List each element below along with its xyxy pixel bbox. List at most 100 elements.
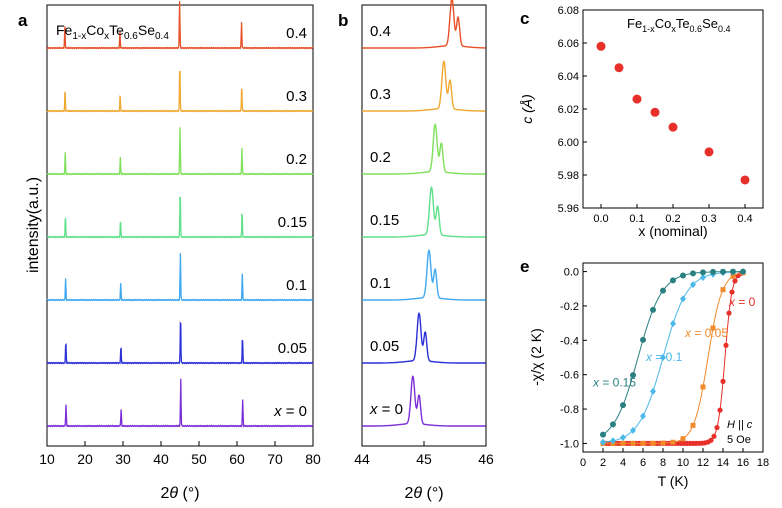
panel-e: 0 2 4 6 8 10 12 14 16 18 0.0 -0.2 -0.4 -0.6 -0.8 -1.0 x … — [528, 262, 769, 489]
panel-b: x = 0 0.05 0.1 0.15 0.2 0.3 0.4 44 45 46 2θ (°) — [354, 0, 494, 502]
c-ytick-label-4: 6.04 — [558, 71, 579, 83]
panel-a-formula: Fe1-xCoxTe0.6Se0.4 — [56, 22, 169, 42]
e-marker-2-9 — [690, 281, 696, 289]
b-label-1: 0.05 — [370, 338, 399, 355]
xrd-label-5: 0.3 — [286, 88, 307, 105]
e-marker-2-1 — [610, 437, 616, 445]
e-series-label-1: x = 0.05 — [684, 326, 728, 340]
panel-c-frame — [582, 9, 764, 209]
e-series-label-3: x = 0.15 — [592, 376, 636, 390]
e-marker-3-10 — [700, 269, 706, 276]
c-point-1 — [614, 63, 624, 73]
panel-e-field: H || c — [727, 419, 753, 431]
c-xtick-label-3: 0.3 — [701, 213, 716, 225]
e-marker-2-6 — [660, 354, 666, 361]
c-xtick-label-1: 0.1 — [629, 213, 644, 225]
e-marker-1-12 — [720, 287, 726, 293]
panel-label-b: b — [338, 11, 348, 30]
e-marker-1-3 — [630, 440, 636, 446]
e-xtick-label-8: 16 — [737, 457, 749, 469]
e-marker-2-10 — [700, 274, 706, 282]
b-label-5: 0.3 — [370, 86, 391, 103]
e-xtick-label-2: 4 — [620, 457, 626, 469]
e-marker-1-2 — [620, 440, 626, 446]
e-marker-2-3 — [630, 426, 636, 434]
b-trace-3 — [362, 186, 486, 238]
e-marker-2-0 — [600, 438, 606, 446]
a-xtick-label-2: 30 — [115, 451, 131, 467]
e-marker-0-37 — [711, 433, 717, 439]
b-xtick-label-2: 46 — [478, 451, 494, 467]
a-xtick-label-5: 60 — [229, 451, 245, 467]
b-label-3: 0.15 — [370, 212, 399, 229]
xrd-label-4: 0.2 — [286, 151, 307, 168]
panel-e-ylabel: -χ/χ (2 K) — [528, 328, 544, 385]
c-xtick-label-4: 0.4 — [737, 213, 752, 225]
c-ytick-label-3: 6.02 — [558, 104, 579, 116]
c-point-4 — [668, 122, 678, 132]
b-trace-6 — [362, 0, 486, 49]
e-marker-3-11 — [710, 268, 716, 275]
panel-e-field-value: 5 Oe — [727, 434, 751, 446]
e-ytick-label-4: -0.8 — [560, 404, 579, 416]
panel-c: 0.0 0.1 0.2 0.3 0.4 5.96 5.98 6.00 6.02 6.04 6.06 6… — [519, 5, 764, 239]
e-series-label-2: x = 0.1 — [645, 350, 683, 364]
b-trace-1 — [362, 312, 486, 364]
e-marker-0-41 — [723, 342, 729, 348]
e-marker-3-7 — [670, 277, 676, 284]
e-marker-3-8 — [680, 272, 686, 279]
e-xtick-label-4: 8 — [660, 457, 666, 469]
a-xtick-label-7: 80 — [305, 451, 321, 467]
panel-e-xlabel: T (K) — [658, 473, 689, 489]
panel-a-xticks: 10 20 30 40 50 60 70 80 — [39, 441, 321, 467]
e-xtick-label-7: 14 — [717, 457, 729, 469]
e-xtick-label-0: 0 — [580, 457, 586, 469]
xrd-trace-1 — [46, 321, 314, 365]
xrd-trace-5 — [46, 70, 314, 113]
e-xtick-label-6: 12 — [697, 457, 709, 469]
panel-label-c: c — [520, 9, 529, 28]
e-xtick-label-5: 10 — [677, 457, 689, 469]
b-trace-2 — [362, 248, 486, 301]
c-point-0 — [596, 41, 606, 51]
panel-c-ylabel: c (Å) — [519, 94, 535, 124]
e-ytick-label-3: -0.6 — [560, 370, 579, 382]
b-trace-0 — [362, 375, 486, 427]
c-xtick-label-2: 0.2 — [665, 213, 680, 225]
c-ytick-label-1: 5.98 — [558, 170, 579, 182]
e-marker-3-6 — [660, 287, 666, 294]
xrd-trace-2 — [46, 253, 314, 302]
e-marker-1-5 — [650, 440, 656, 446]
panel-b-series: x = 0 0.05 0.1 0.15 0.2 0.3 0.4 — [362, 0, 486, 427]
e-marker-3-1 — [610, 421, 616, 428]
b-label-0: x = 0 — [369, 401, 403, 418]
xrd-label-1: 0.05 — [278, 340, 307, 357]
panel-c-xlabel: x (nominal) — [638, 223, 707, 239]
e-xtick-label-3: 6 — [640, 457, 646, 469]
e-marker-0-42 — [726, 310, 732, 316]
b-xtick-label-1: 45 — [416, 451, 432, 467]
e-ytick-label-1: -0.2 — [560, 301, 579, 313]
e-marker-3-9 — [690, 270, 696, 277]
e-marker-0-39 — [717, 407, 723, 413]
c-point-2 — [632, 94, 642, 104]
panel-e-frame — [582, 262, 764, 453]
e-xtick-label-1: 2 — [600, 457, 606, 469]
e-marker-1-7 — [670, 439, 676, 445]
e-marker-1-4 — [640, 440, 646, 446]
c-ytick-label-6: 6.08 — [558, 5, 579, 17]
xrd-trace-6 — [46, 1, 314, 50]
e-marker-0-38 — [714, 424, 720, 431]
e-marker-0-44 — [732, 278, 738, 284]
e-marker-3-0 — [600, 431, 606, 438]
b-trace-4 — [362, 122, 486, 175]
e-marker-2-5 — [650, 387, 656, 395]
panel-a-series: x = 0 0.05 0.1 0.15 0.2 0.3 0.4 — [46, 1, 314, 428]
a-xtick-label-3: 40 — [153, 451, 169, 467]
e-marker-1-9 — [690, 422, 696, 428]
e-marker-2-7 — [670, 320, 676, 328]
e-marker-1-8 — [680, 436, 686, 442]
e-marker-3-4 — [640, 336, 646, 343]
b-xtick-label-0: 44 — [354, 451, 370, 467]
xrd-label-3: 0.15 — [278, 214, 307, 231]
